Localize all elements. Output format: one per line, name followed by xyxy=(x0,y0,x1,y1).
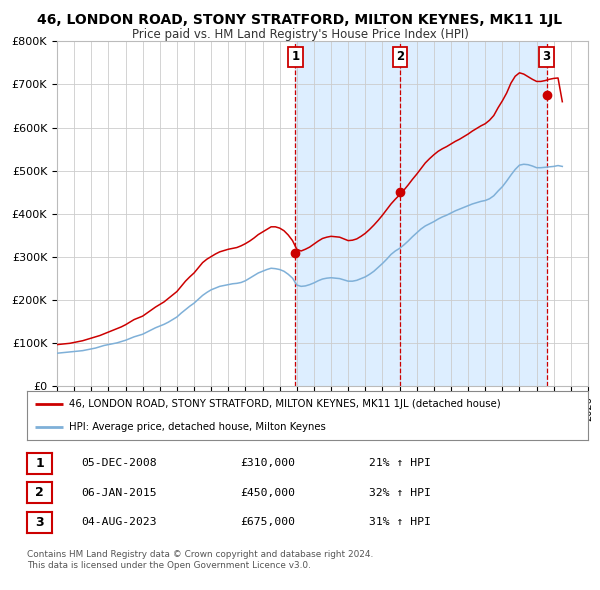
Text: 3: 3 xyxy=(542,50,551,63)
Text: 06-JAN-2015: 06-JAN-2015 xyxy=(81,488,157,497)
Text: £675,000: £675,000 xyxy=(240,517,295,527)
Text: 2: 2 xyxy=(396,50,404,63)
Text: 1: 1 xyxy=(292,50,299,63)
Text: 1: 1 xyxy=(35,457,44,470)
Text: £450,000: £450,000 xyxy=(240,488,295,497)
Text: 46, LONDON ROAD, STONY STRATFORD, MILTON KEYNES, MK11 1JL (detached house): 46, LONDON ROAD, STONY STRATFORD, MILTON… xyxy=(69,399,501,409)
Bar xyxy=(295,41,547,386)
Text: 04-AUG-2023: 04-AUG-2023 xyxy=(81,517,157,527)
Text: 46, LONDON ROAD, STONY STRATFORD, MILTON KEYNES, MK11 1JL: 46, LONDON ROAD, STONY STRATFORD, MILTON… xyxy=(37,13,563,27)
Text: Price paid vs. HM Land Registry's House Price Index (HPI): Price paid vs. HM Land Registry's House … xyxy=(131,28,469,41)
Text: 21% ↑ HPI: 21% ↑ HPI xyxy=(369,458,431,468)
Text: £310,000: £310,000 xyxy=(240,458,295,468)
Text: HPI: Average price, detached house, Milton Keynes: HPI: Average price, detached house, Milt… xyxy=(69,422,326,432)
Text: This data is licensed under the Open Government Licence v3.0.: This data is licensed under the Open Gov… xyxy=(27,560,311,569)
Text: 2: 2 xyxy=(35,486,44,499)
Text: 32% ↑ HPI: 32% ↑ HPI xyxy=(369,488,431,497)
Text: 05-DEC-2008: 05-DEC-2008 xyxy=(81,458,157,468)
Text: Contains HM Land Registry data © Crown copyright and database right 2024.: Contains HM Land Registry data © Crown c… xyxy=(27,550,373,559)
Text: 31% ↑ HPI: 31% ↑ HPI xyxy=(369,517,431,527)
Text: 3: 3 xyxy=(35,516,44,529)
